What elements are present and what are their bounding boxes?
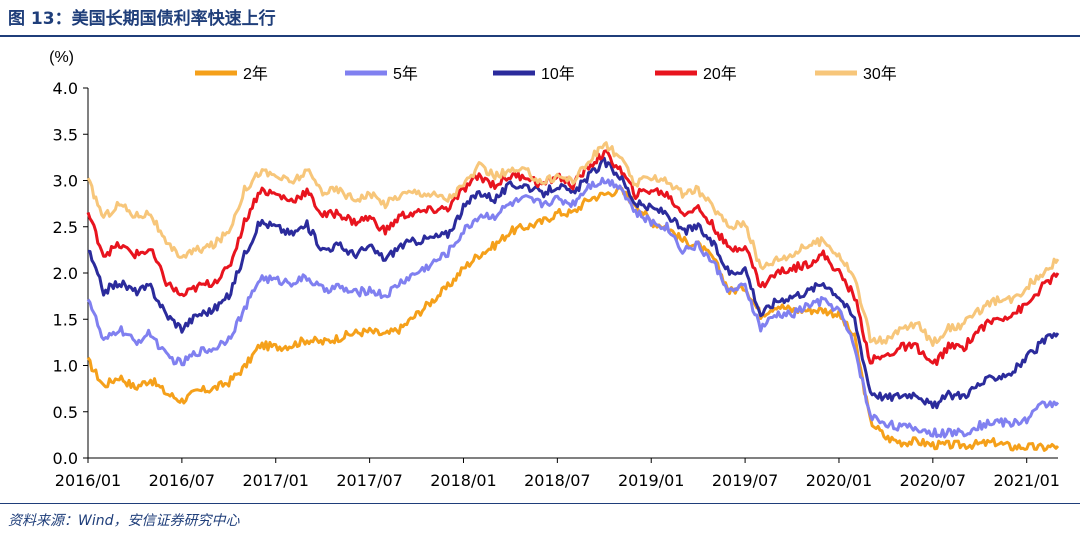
legend-label-1: 5年 bbox=[393, 65, 418, 83]
y-tick-label: 2.0 bbox=[53, 264, 78, 283]
y-tick-label: 1.0 bbox=[53, 357, 78, 376]
x-tick-label: 2018/07 bbox=[524, 471, 590, 490]
legend-label-0: 2年 bbox=[243, 65, 268, 83]
legend-label-4: 30年 bbox=[863, 65, 897, 83]
x-tick-label: 2019/07 bbox=[712, 471, 778, 490]
x-tick-label: 2018/01 bbox=[430, 471, 496, 490]
source-note: 资料来源：Wind，安信证券研究中心 bbox=[8, 513, 240, 529]
x-tick-label: 2020/01 bbox=[806, 471, 872, 490]
x-tick-label: 2016/01 bbox=[55, 471, 121, 490]
series-layer bbox=[86, 141, 1060, 452]
y-tick-label: 3.5 bbox=[53, 125, 78, 144]
series-line-4 bbox=[86, 141, 1060, 347]
chart-container: (%) 0.0 0.5 1.0 1.5 2.0 2.5 3.0 3.5 4.0 2016/01 201… bbox=[0, 40, 1080, 498]
x-tick-label: 2019/01 bbox=[618, 471, 684, 490]
series-line-0 bbox=[86, 185, 1060, 452]
y-tick-label: 4.0 bbox=[53, 79, 78, 98]
y-tick-label: 3.0 bbox=[53, 172, 78, 191]
x-tick-label: 2020/07 bbox=[900, 471, 966, 490]
x-tick-label: 2021/01 bbox=[993, 471, 1059, 490]
legend-label-2: 10年 bbox=[541, 65, 575, 83]
y-axis-unit-label: (%) bbox=[49, 49, 74, 66]
x-tick-label: 2017/07 bbox=[336, 471, 402, 490]
figure-title-bar: 图 13：美国长期国债利率快速上行 bbox=[0, 0, 1080, 37]
series-line-2 bbox=[87, 156, 1060, 410]
legend-label-3: 20年 bbox=[703, 65, 737, 83]
y-tick-label: 2.5 bbox=[53, 218, 78, 237]
series-line-1 bbox=[86, 176, 1060, 439]
series-line-3 bbox=[86, 149, 1060, 366]
legend: 2年 5年 10年 20年 30年 bbox=[195, 65, 897, 83]
axes: (%) 0.0 0.5 1.0 1.5 2.0 2.5 3.0 3.5 4.0 2016/01 201… bbox=[49, 49, 1060, 490]
x-tick-label: 2017/01 bbox=[243, 471, 309, 490]
y-tick-label: 1.5 bbox=[53, 310, 78, 329]
line-chart: (%) 0.0 0.5 1.0 1.5 2.0 2.5 3.0 3.5 4.0 2016/01 201… bbox=[49, 49, 1060, 490]
title-rule bbox=[0, 35, 1080, 37]
y-tick-label: 0.5 bbox=[53, 403, 78, 422]
x-tick-label: 2016/07 bbox=[149, 471, 215, 490]
figure-title: 图 13：美国长期国债利率快速上行 bbox=[8, 9, 276, 29]
y-tick-label: 0.0 bbox=[53, 449, 78, 468]
footer-rule bbox=[0, 503, 1080, 504]
